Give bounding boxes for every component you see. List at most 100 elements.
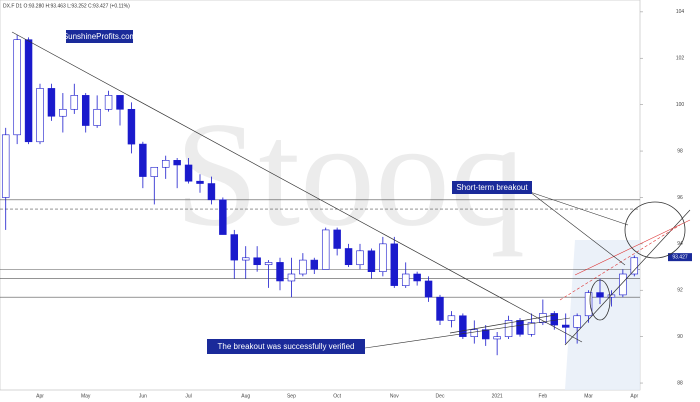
candle-body bbox=[70, 95, 79, 110]
last-price-label: 93.427 bbox=[672, 254, 688, 260]
candle-body bbox=[584, 292, 593, 317]
candle-body bbox=[150, 166, 159, 177]
note: SunshineProfits.com bbox=[63, 32, 137, 41]
y-tick-label: 96 bbox=[677, 195, 683, 201]
candle-body bbox=[573, 315, 581, 328]
pointer bbox=[529, 191, 626, 266]
candle-body bbox=[436, 296, 444, 321]
candle-body bbox=[321, 229, 330, 270]
candle-body bbox=[93, 108, 101, 126]
chart-title: DX.F D1 O:93.280 H:93.463 L:93.252 C:93.… bbox=[3, 3, 130, 9]
candle-body bbox=[561, 324, 570, 328]
target-ellipse bbox=[624, 201, 686, 259]
x-tick-label: Apr bbox=[36, 393, 44, 399]
x-tick-label: Jul bbox=[185, 393, 191, 399]
candle-body bbox=[184, 164, 193, 182]
candle-body bbox=[596, 292, 604, 298]
note-box bbox=[452, 181, 532, 194]
trend-line bbox=[11, 31, 583, 343]
y-tick-label: 88 bbox=[677, 380, 683, 386]
last-price-tag bbox=[668, 253, 692, 262]
candle-body bbox=[470, 329, 479, 337]
candle-body bbox=[81, 95, 90, 126]
candle-body bbox=[333, 229, 341, 249]
candle-body bbox=[173, 160, 181, 166]
candle-body bbox=[161, 160, 170, 168]
y-tick-label: 100 bbox=[676, 102, 685, 108]
candle-body bbox=[516, 320, 524, 335]
candle-body bbox=[344, 248, 353, 266]
candle-body bbox=[139, 143, 147, 177]
channel-line bbox=[564, 209, 691, 346]
candle-body bbox=[504, 320, 513, 337]
x-tick-label: Aug bbox=[241, 393, 250, 399]
candle-body bbox=[413, 273, 421, 282]
y-tick-label: 94 bbox=[677, 241, 683, 247]
candle-body bbox=[47, 88, 56, 117]
candle-body bbox=[379, 243, 387, 272]
x-tick-label: 2021 bbox=[492, 393, 503, 399]
candle-body bbox=[401, 273, 410, 286]
note: Short-term breakout bbox=[456, 183, 528, 192]
candle-body bbox=[459, 315, 467, 337]
verify-ellipse bbox=[589, 279, 611, 321]
note: The breakout was successfully verified bbox=[218, 342, 355, 351]
y-tick-label: 98 bbox=[677, 148, 683, 154]
candle-body bbox=[13, 39, 21, 136]
note-box bbox=[66, 30, 133, 43]
y-tick-label: 102 bbox=[676, 56, 685, 62]
candle-body bbox=[264, 262, 273, 266]
fib-zone bbox=[565, 240, 640, 390]
candle-body bbox=[1, 134, 10, 198]
x-tick-label: Sep bbox=[287, 393, 296, 399]
candle-body bbox=[36, 88, 44, 143]
candle-body bbox=[550, 313, 559, 326]
candle-body bbox=[356, 250, 364, 266]
candle-body bbox=[207, 183, 216, 201]
note-box bbox=[207, 339, 365, 354]
candle-body bbox=[424, 280, 433, 298]
candle-body bbox=[276, 262, 284, 282]
pointer bbox=[529, 191, 629, 226]
channel-line bbox=[574, 219, 691, 276]
channel-line bbox=[559, 224, 681, 301]
candle-body bbox=[310, 259, 319, 270]
candle-body bbox=[116, 95, 124, 110]
candle-body bbox=[287, 273, 296, 282]
x-tick-label: Oct bbox=[333, 393, 341, 399]
candle-body bbox=[630, 257, 639, 275]
y-tick-label: 104 bbox=[676, 9, 685, 15]
candle-body bbox=[230, 234, 239, 261]
x-tick-label: Mar bbox=[584, 393, 593, 399]
x-tick-label: Jun bbox=[139, 393, 147, 399]
y-tick-label: 90 bbox=[677, 334, 683, 340]
x-tick-label: Dec bbox=[436, 393, 445, 399]
y-tick-label: 92 bbox=[677, 288, 683, 294]
candle-body bbox=[253, 257, 261, 266]
x-tick-label: May bbox=[81, 393, 91, 399]
candle-body bbox=[367, 250, 376, 272]
x-tick-label: Feb bbox=[539, 393, 548, 399]
candle-body bbox=[619, 273, 627, 296]
candle-body bbox=[59, 108, 67, 117]
x-tick-label: Nov bbox=[390, 393, 399, 399]
candle-body bbox=[241, 257, 250, 261]
candle-body bbox=[24, 39, 33, 143]
pointer bbox=[364, 317, 571, 349]
candle-body bbox=[219, 199, 227, 235]
candle-body bbox=[299, 259, 307, 275]
candle-body bbox=[104, 95, 113, 110]
watermark: Stooq bbox=[175, 91, 525, 257]
candle-body bbox=[390, 243, 399, 286]
candle-body bbox=[447, 315, 456, 321]
trend-line bbox=[449, 314, 556, 334]
candle-body bbox=[127, 108, 136, 145]
candle-body bbox=[527, 322, 536, 335]
candle-body bbox=[196, 180, 204, 184]
candle-body bbox=[481, 329, 490, 340]
candle-body bbox=[493, 336, 501, 340]
plot-frame bbox=[0, 0, 641, 391]
x-tick-label: Apr bbox=[630, 393, 638, 399]
candle-body bbox=[539, 313, 547, 324]
